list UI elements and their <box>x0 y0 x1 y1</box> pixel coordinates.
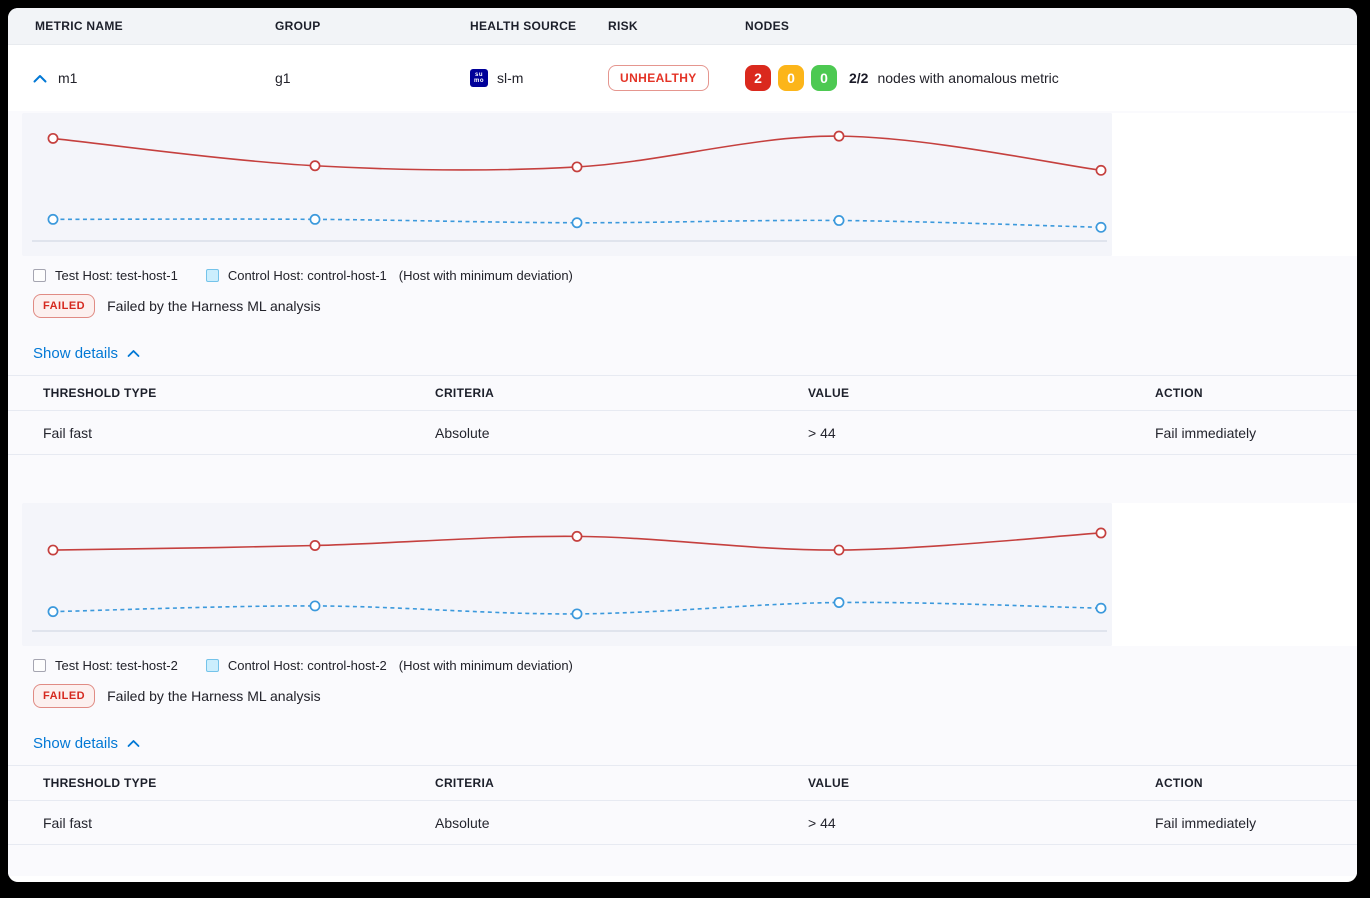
sumo-icon-text-top: su <box>474 72 483 78</box>
value-header: VALUE <box>808 386 850 400</box>
metrics-table-header: METRIC NAME GROUP HEALTH SOURCE RISK NOD… <box>8 8 1357 45</box>
collapse-row-button[interactable] <box>31 69 49 87</box>
nodes-ratio: 2/2 <box>849 70 869 86</box>
analysis-status-message: Failed by the Harness ML analysis <box>107 688 321 704</box>
column-header-nodes: NODES <box>745 19 790 33</box>
chevron-up-icon <box>33 74 47 83</box>
show-details-toggle[interactable]: Show details <box>33 735 1357 752</box>
threshold-type-cell: Fail fast <box>43 424 93 441</box>
node-count-unhealthy-badge: 2 <box>745 65 771 91</box>
chart-legend: Test Host: test-host-1 Control Host: con… <box>33 268 1357 283</box>
control-host-label: Control Host: control-host-2 <box>227 658 387 673</box>
criteria-header: CRITERIA <box>435 776 495 790</box>
health-source-value: sl-m <box>497 70 524 86</box>
chart-panel <box>22 113 1112 256</box>
nodes-summary-text: nodes with anomalous metric <box>877 70 1059 86</box>
criteria-header: CRITERIA <box>435 386 495 400</box>
failed-status-badge: FAILED <box>33 294 96 318</box>
threshold-details-table: THRESHOLD TYPE CRITERIA VALUE ACTION Fai… <box>8 765 1357 845</box>
chart-legend: Test Host: test-host-2 Control Host: con… <box>33 658 1357 673</box>
criteria-cell: Absolute <box>435 814 490 831</box>
threshold-type-cell: Fail fast <box>43 814 93 831</box>
threshold-table-header: THRESHOLD TYPE CRITERIA VALUE ACTION <box>8 766 1357 801</box>
chart-row <box>8 111 1357 256</box>
risk-status-badge: UNHEALTHY <box>608 65 709 91</box>
metrics-analysis-panel: METRIC NAME GROUP HEALTH SOURCE RISK NOD… <box>8 8 1357 882</box>
chart-side-spacer <box>1112 113 1357 256</box>
control-host-checkbox[interactable] <box>205 269 219 282</box>
threshold-table-header: THRESHOLD TYPE CRITERIA VALUE ACTION <box>8 376 1357 411</box>
threshold-type-header: THRESHOLD TYPE <box>43 386 157 400</box>
group-value: g1 <box>275 70 291 86</box>
show-details-toggle[interactable]: Show details <box>33 345 1357 362</box>
host-section-2: Test Host: test-host-2 Control Host: con… <box>8 503 1357 845</box>
test-host-label: Test Host: test-host-2 <box>55 658 178 673</box>
chart-side-spacer <box>1112 503 1357 646</box>
column-header-health-source: HEALTH SOURCE <box>470 19 577 33</box>
chevron-up-icon <box>127 739 140 748</box>
test-host-label: Test Host: test-host-1 <box>55 268 178 283</box>
chevron-up-icon <box>127 349 140 358</box>
test-host-checkbox[interactable] <box>33 659 46 672</box>
threshold-table-row: Fail fast Absolute > 44 Fail immediately <box>8 411 1357 455</box>
metric-name-value: m1 <box>58 70 78 86</box>
value-cell: > 44 <box>808 814 836 831</box>
analysis-status-row: FAILED Failed by the Harness ML analysis <box>33 684 1357 708</box>
metric-row: m1 g1 su mo sl-m UNHEALTHY 2 0 0 2/2 nod… <box>8 45 1357 111</box>
threshold-table-row: Fail fast Absolute > 44 Fail immediately <box>8 801 1357 845</box>
column-header-metric-name: METRIC NAME <box>35 19 123 33</box>
host-section-1: Test Host: test-host-1 Control Host: con… <box>8 111 1357 455</box>
value-cell: > 44 <box>808 424 836 441</box>
column-header-group: GROUP <box>275 19 321 33</box>
control-host-label: Control Host: control-host-1 <box>227 268 387 283</box>
chart-row <box>8 503 1357 646</box>
timeseries-chart <box>32 130 1107 242</box>
failed-status-badge: FAILED <box>33 684 96 708</box>
analysis-status-message: Failed by the Harness ML analysis <box>107 298 321 314</box>
threshold-details-table: THRESHOLD TYPE CRITERIA VALUE ACTION Fai… <box>8 375 1357 455</box>
action-header: ACTION <box>1155 776 1203 790</box>
sumo-icon-text-bottom: mo <box>474 78 484 84</box>
control-host-checkbox[interactable] <box>205 659 219 672</box>
action-cell: Fail immediately <box>1155 424 1257 441</box>
minimum-deviation-note: (Host with minimum deviation) <box>398 268 573 283</box>
test-host-checkbox[interactable] <box>33 269 46 282</box>
value-header: VALUE <box>808 776 850 790</box>
sumo-logic-icon: su mo <box>470 69 488 87</box>
action-header: ACTION <box>1155 386 1203 400</box>
chart-panel <box>22 503 1112 646</box>
node-count-healthy-badge: 0 <box>811 65 837 91</box>
node-count-warning-badge: 0 <box>778 65 804 91</box>
show-details-link[interactable]: Show details <box>33 345 119 362</box>
action-cell: Fail immediately <box>1155 814 1257 831</box>
minimum-deviation-note: (Host with minimum deviation) <box>398 658 573 673</box>
timeseries-chart <box>32 527 1107 632</box>
threshold-type-header: THRESHOLD TYPE <box>43 776 157 790</box>
criteria-cell: Absolute <box>435 424 490 441</box>
analysis-status-row: FAILED Failed by the Harness ML analysis <box>33 294 1357 318</box>
column-header-risk: RISK <box>608 19 638 33</box>
expanded-metric-details: Test Host: test-host-1 Control Host: con… <box>8 111 1357 876</box>
show-details-link[interactable]: Show details <box>33 735 119 752</box>
